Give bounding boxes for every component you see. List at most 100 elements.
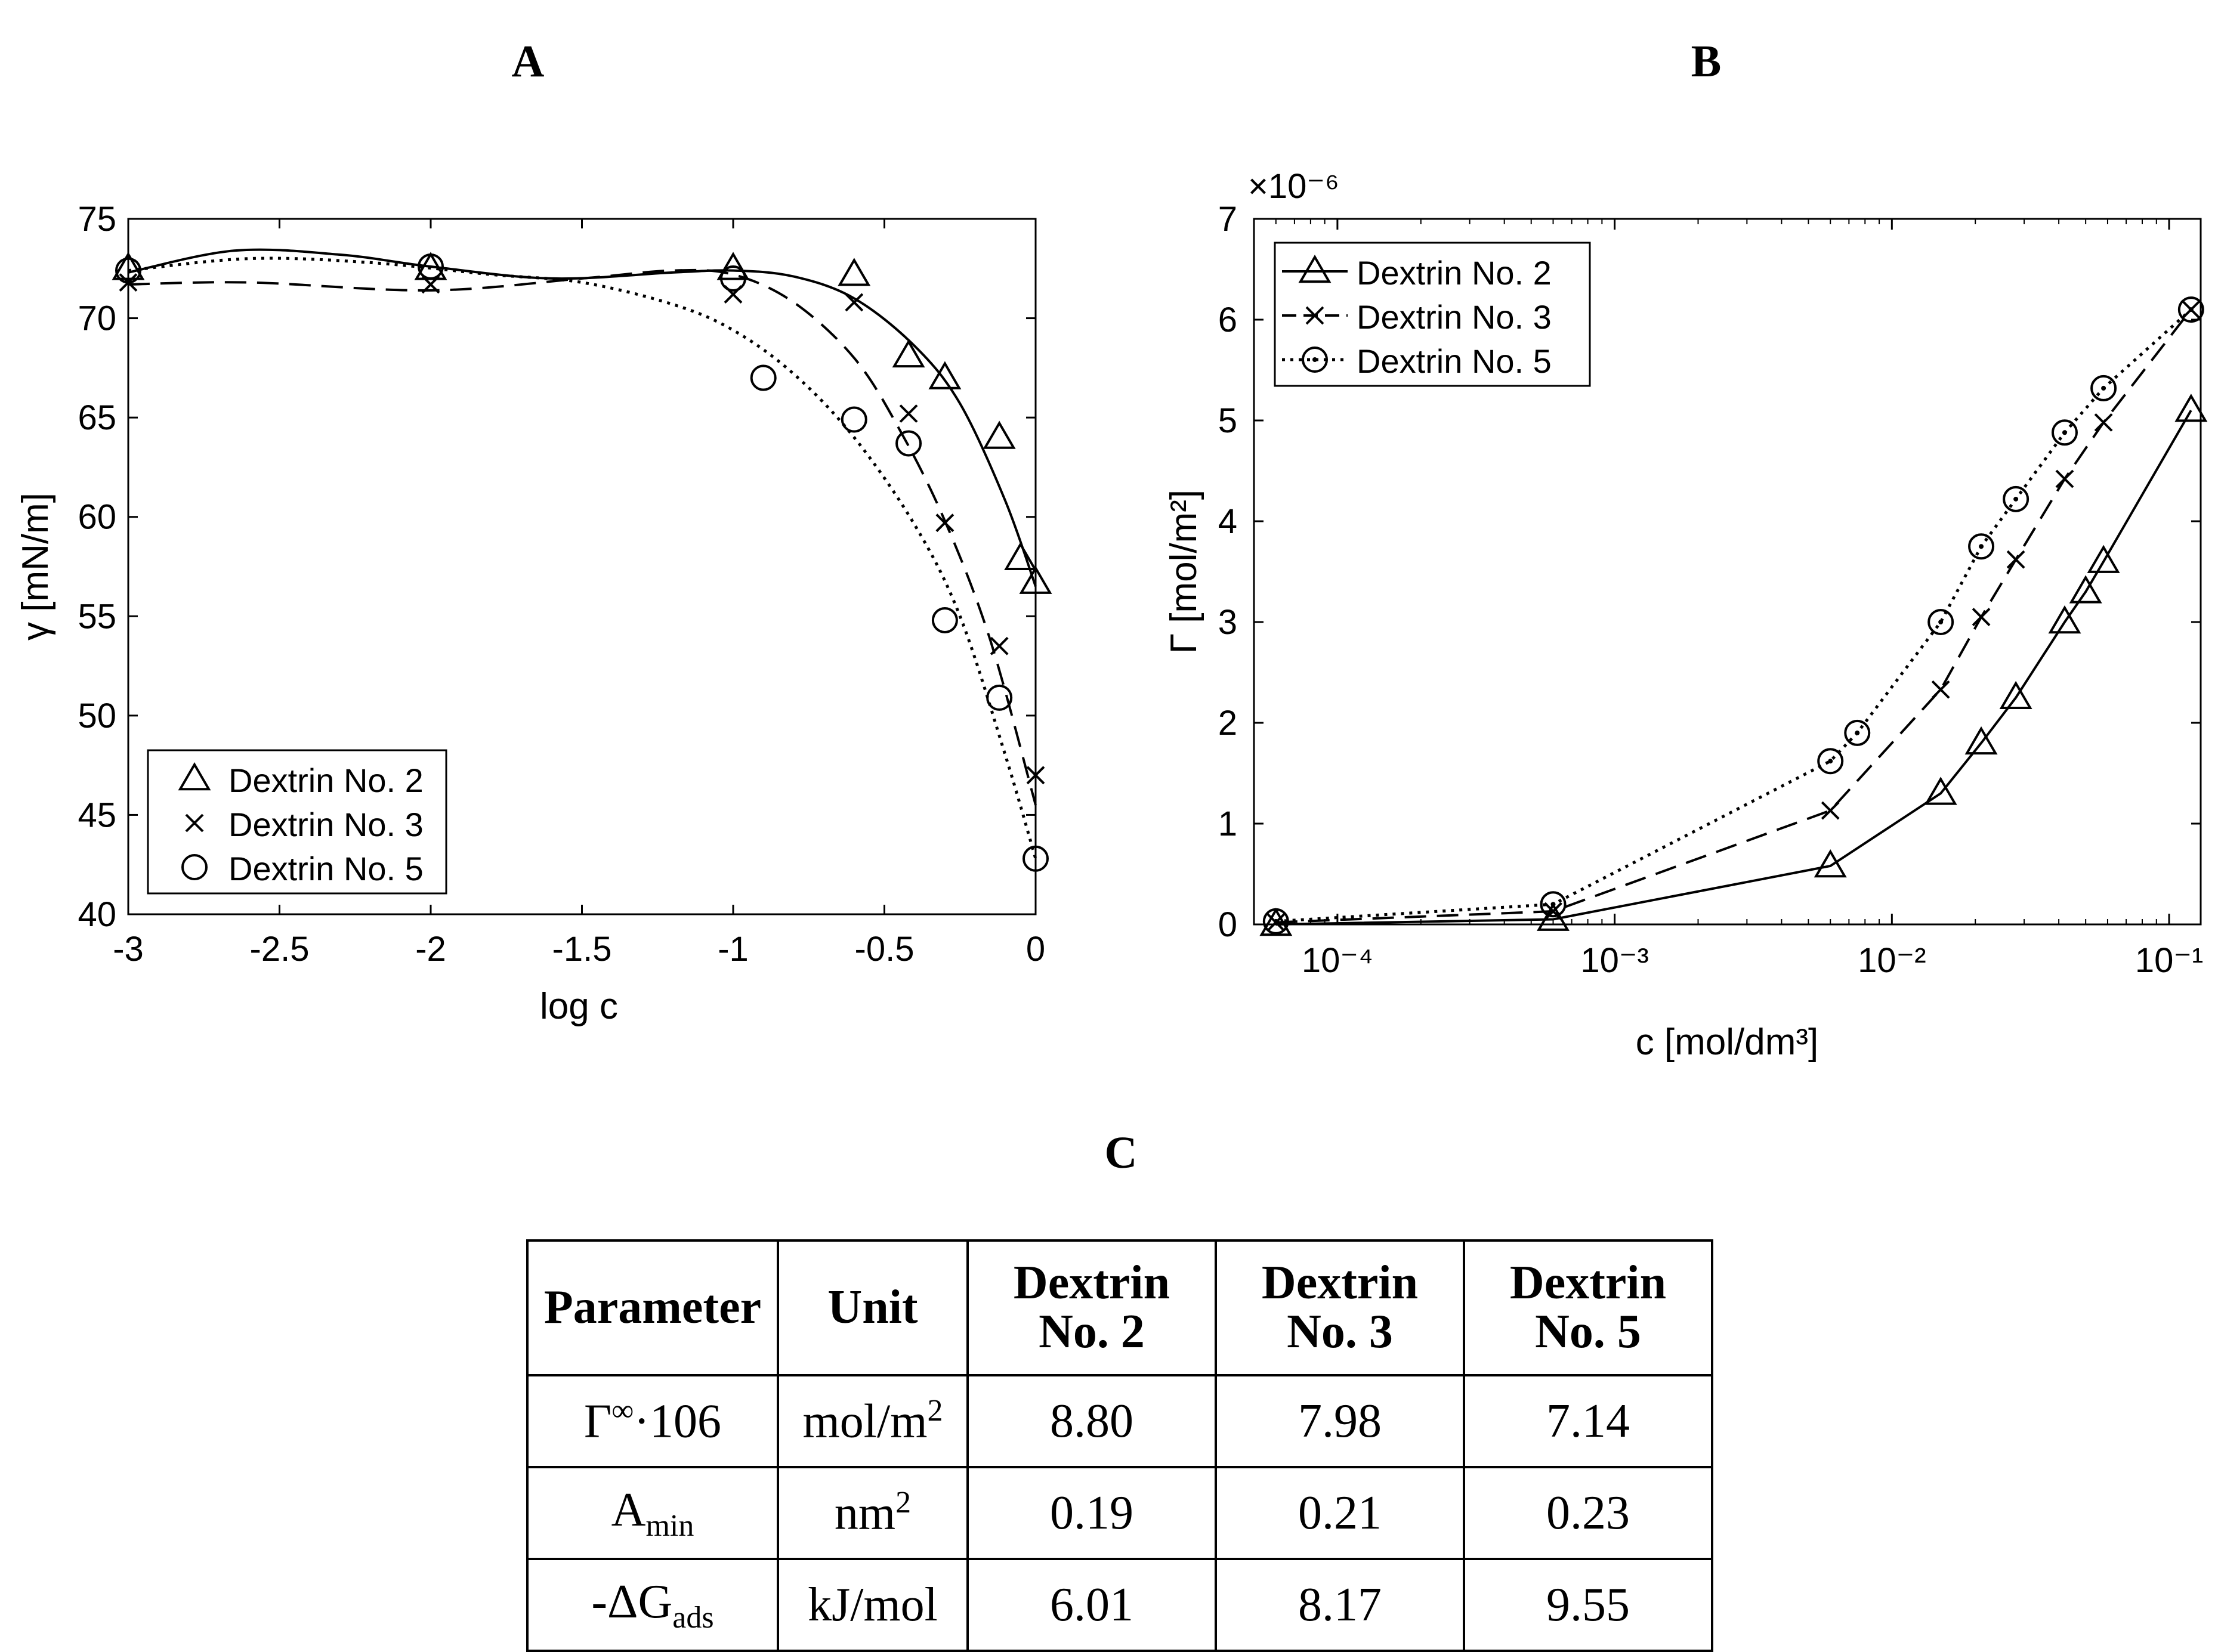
- data-point-x-b: [1931, 680, 1950, 699]
- parameter-table: Parameter Unit Dextrin No. 2 Dextrin No.…: [526, 1239, 1713, 1652]
- legend-marker-x-a: [185, 813, 204, 833]
- data-point-circle-b-dot: [1855, 730, 1860, 735]
- data-point-circle-b: [2051, 419, 2078, 446]
- data-point-circle-b-dot: [2013, 496, 2019, 502]
- header-dextrin-2-text: Dextrin No. 2: [1013, 1257, 1170, 1358]
- data-point-circle-a: [1022, 845, 1049, 872]
- data-point-circle-a: [841, 406, 867, 433]
- y-tick-label-a: 50: [78, 697, 116, 735]
- unit-nm2-sup: 2: [895, 1486, 912, 1520]
- y-tick-label-a: 70: [78, 299, 116, 338]
- data-point-circle-b: [1540, 891, 1567, 918]
- cell-dg-d2: 6.01: [966, 1558, 1217, 1652]
- chart-b: 10⁻⁴ 10⁻³ 10⁻² 10⁻¹ 0 1 2 3 4 5 6 7 ×10⁻⁶ c [mol/dm³]…: [1163, 167, 2208, 1063]
- table-header-row: Parameter Unit Dextrin No. 2 Dextrin No.…: [526, 1239, 1713, 1376]
- data-point-circle-b: [1927, 609, 1954, 635]
- header-dextrin-5: Dextrin No. 5: [1463, 1239, 1713, 1376]
- data-point-x-b: [2055, 469, 2074, 488]
- header-unit: Unit: [777, 1239, 969, 1376]
- param-dg-symbol: -ΔG: [591, 1575, 673, 1628]
- y-tick-label-a: 65: [78, 398, 116, 437]
- y-multiplier-b: ×10⁻⁶: [1248, 167, 1339, 206]
- unit-mol-m2-text: mol/m: [802, 1395, 928, 1448]
- series-line-triangle-b: [1275, 410, 2192, 926]
- y-axis-label-a: γ [mN/m]: [15, 493, 56, 641]
- cell-amin-d2: 0.19: [966, 1466, 1217, 1560]
- x-tick-label-b: 10⁻²: [1858, 941, 1926, 980]
- data-point-circle-b: [2003, 485, 2029, 512]
- legend-label-b: Dextrin No. 2: [1357, 254, 1552, 292]
- legend-label-a: Dextrin No. 2: [228, 762, 424, 799]
- data-point-triangle-b: [2069, 575, 2102, 604]
- unit-nm2: nm2: [777, 1466, 969, 1560]
- data-point-x-b: [2006, 550, 2025, 569]
- cell-amin-d5: 0.23: [1463, 1466, 1713, 1560]
- data-point-circle-b: [1262, 908, 1289, 935]
- data-point-triangle-a: [1004, 542, 1037, 570]
- data-point-x-a: [899, 404, 918, 423]
- y-tick-label-b: 0: [1218, 905, 1237, 944]
- y-tick-label-b: 1: [1218, 805, 1237, 843]
- cell-gamma-d2: 8.80: [966, 1374, 1217, 1468]
- x-tick-label-a: -0.5: [855, 930, 915, 969]
- y-tick-label-b: 7: [1218, 200, 1237, 239]
- legend-a: [147, 749, 447, 895]
- table-row: Amin nm2 0.19 0.21 0.23: [526, 1466, 1713, 1560]
- param-amin-sub: min: [645, 1508, 694, 1543]
- header-dextrin-3: Dextrin No. 3: [1215, 1239, 1465, 1376]
- cell-dg-d3: 8.17: [1215, 1558, 1465, 1652]
- data-point-triangle-a: [838, 258, 871, 286]
- data-point-triangle-a: [112, 252, 145, 280]
- legend-marker-circle-b: [1302, 347, 1328, 373]
- panel-label-c: C: [1104, 1128, 1138, 1178]
- data-point-x-a: [421, 275, 440, 294]
- legend-marker-x-b: [1305, 306, 1324, 325]
- data-point-circle-b: [1968, 533, 1995, 560]
- data-point-circle-b-dot: [1828, 759, 1833, 764]
- legend-marker-circle-a: [181, 854, 208, 880]
- data-point-x-a: [990, 636, 1009, 655]
- x-tick-label-a: 0: [1026, 930, 1045, 969]
- param-amin: Amin: [526, 1466, 779, 1560]
- header-dextrin-5-text: Dextrin No. 5: [1509, 1257, 1667, 1358]
- y-tick-label-b: 4: [1218, 502, 1237, 541]
- data-point-circle-b: [2177, 296, 2204, 323]
- data-point-triangle-b: [1924, 776, 1957, 805]
- data-point-circle-b-dot: [2188, 307, 2194, 313]
- table-row: Γ∞·106 mol/m2 8.80 7.98 7.14: [526, 1374, 1713, 1468]
- param-gamma-symbol: Γ: [584, 1395, 612, 1448]
- fit-line-x-a: [128, 268, 1037, 806]
- param-dg-sub: ads: [672, 1600, 714, 1635]
- data-point-triangle-a: [892, 339, 925, 368]
- unit-mol-m2: mol/m2: [777, 1374, 969, 1468]
- param-amin-symbol: A: [611, 1483, 646, 1536]
- legend-label-a: Dextrin No. 5: [228, 850, 424, 887]
- y-tick-label-b: 3: [1218, 603, 1237, 642]
- data-point-circle-a: [986, 684, 1013, 711]
- data-point-triangle-b: [1814, 849, 1847, 878]
- data-point-x-b: [1821, 801, 1840, 820]
- header-parameter: Parameter: [526, 1239, 779, 1376]
- data-point-x-b: [1544, 902, 1562, 921]
- data-point-circle-b-dot: [1273, 918, 1278, 924]
- x-tick-label-a: -2: [415, 930, 446, 969]
- y-tick-label-a: 40: [78, 895, 116, 934]
- x-tick-label-a: -1.5: [552, 930, 612, 969]
- data-point-x-a: [845, 293, 864, 312]
- cell-gamma-d3: 7.98: [1215, 1374, 1465, 1468]
- cell-amin-d3: 0.21: [1215, 1466, 1465, 1560]
- y-tick-label-b: 6: [1218, 301, 1237, 339]
- data-point-x-a: [1026, 766, 1045, 785]
- y-tick-label-a: 45: [78, 796, 116, 834]
- y-tick-label-b: 2: [1218, 704, 1237, 743]
- data-point-circle-a: [895, 430, 922, 457]
- data-point-circle-a: [720, 265, 746, 292]
- x-tick-label-a: -3: [113, 930, 144, 969]
- param-gamma-tail: ·106: [634, 1395, 721, 1448]
- data-point-circle-b-dot: [2062, 430, 2067, 435]
- chart-a: -3 -2.5 -2 -1.5 -1 -0.5 0 40 45 50 55 60 65 70 75 log c…: [15, 200, 1052, 1027]
- x-tick-label-a: -1: [718, 930, 749, 969]
- y-tick-label-b: 5: [1218, 401, 1237, 440]
- x-axis-label-b: c [mol/dm³]: [1636, 1022, 1819, 1063]
